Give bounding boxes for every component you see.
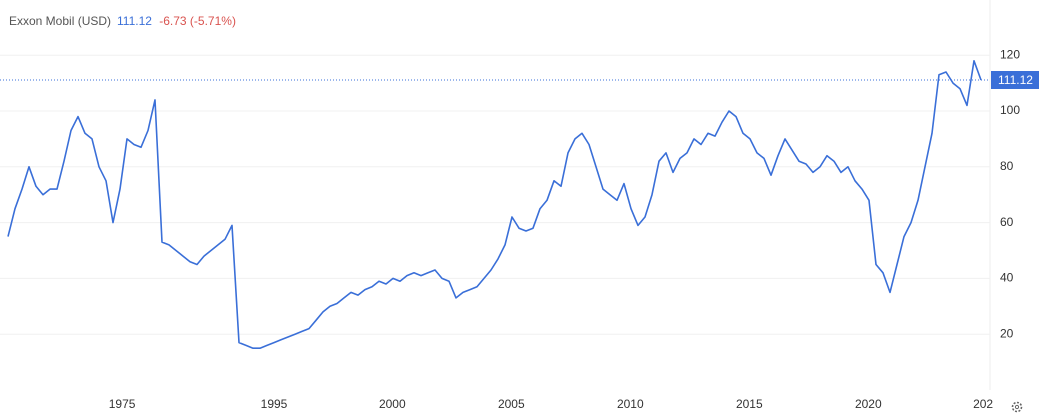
y-tick-label: 100 (1000, 103, 1020, 117)
x-tick-label: 2000 (379, 397, 406, 411)
y-tick-label: 120 (1000, 47, 1020, 61)
x-tick-label: 2010 (617, 397, 644, 411)
x-tick-label: 202 (973, 397, 993, 411)
price-tag-label: 111.12 (998, 73, 1033, 87)
y-tick-label: 60 (1000, 215, 1014, 229)
y-tick-label: 20 (1000, 326, 1014, 340)
header-price: 111.12 (117, 14, 152, 28)
x-tick-label: 1975 (109, 397, 136, 411)
y-tick-label: 80 (1000, 159, 1014, 173)
x-tick-label: 2015 (736, 397, 763, 411)
x-tick-label: 2020 (855, 397, 882, 411)
y-tick-label: 40 (1000, 271, 1014, 285)
x-tick-label: 2005 (498, 397, 525, 411)
x-tick-label: 1995 (261, 397, 288, 411)
price-line (7, 60, 982, 349)
header-change: -6.73 (-5.71%) (159, 14, 236, 28)
settings-icon[interactable] (1011, 401, 1023, 413)
chart-title: Exxon Mobil (USD) (9, 14, 111, 28)
price-tag (991, 70, 1039, 89)
